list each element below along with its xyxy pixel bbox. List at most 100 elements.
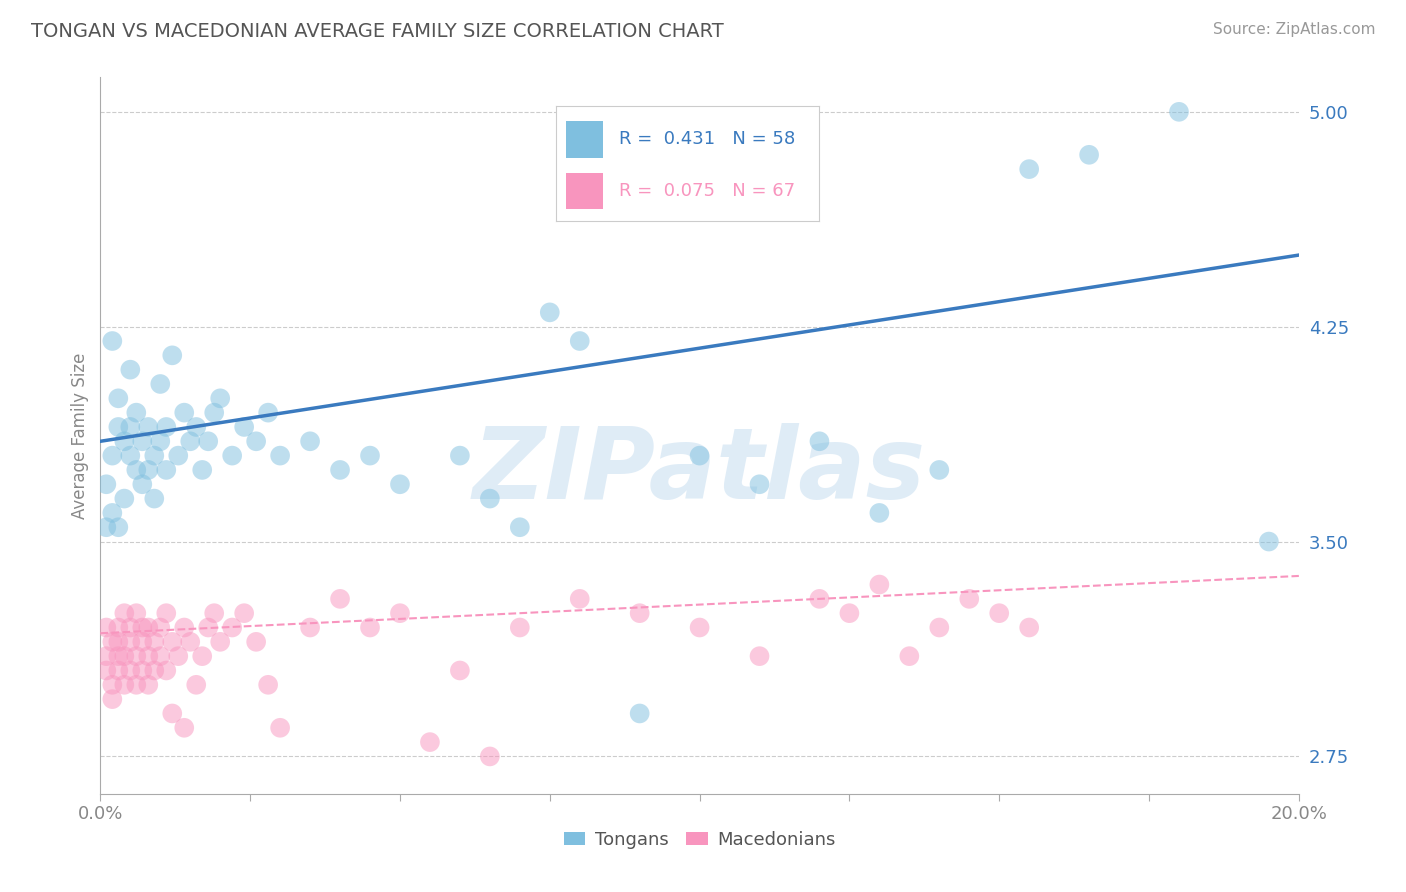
Point — [449, 664, 471, 678]
Point — [209, 635, 232, 649]
Point — [233, 420, 256, 434]
Point — [359, 449, 381, 463]
Point — [568, 591, 591, 606]
Point — [136, 620, 159, 634]
Point — [155, 664, 177, 678]
Point — [101, 506, 124, 520]
Point — [388, 606, 411, 620]
Point — [120, 635, 142, 649]
Point — [136, 678, 159, 692]
Point — [419, 735, 441, 749]
Point — [173, 620, 195, 634]
Point — [120, 449, 142, 463]
Point — [96, 520, 118, 534]
Point — [120, 620, 142, 634]
Point — [96, 664, 118, 678]
Point — [125, 678, 148, 692]
Point — [101, 449, 124, 463]
Point — [449, 449, 471, 463]
Point — [149, 376, 172, 391]
Point — [167, 449, 190, 463]
Point — [928, 463, 950, 477]
Point — [162, 348, 184, 362]
Point — [107, 620, 129, 634]
Text: TONGAN VS MACEDONIAN AVERAGE FAMILY SIZE CORRELATION CHART: TONGAN VS MACEDONIAN AVERAGE FAMILY SIZE… — [31, 22, 724, 41]
Point — [202, 406, 225, 420]
Point — [120, 362, 142, 376]
Point — [131, 434, 153, 449]
Point — [957, 591, 980, 606]
Point — [131, 620, 153, 634]
Point — [509, 620, 531, 634]
Point — [245, 635, 267, 649]
Point — [1168, 104, 1191, 119]
Point — [107, 392, 129, 406]
Point — [1078, 148, 1101, 162]
Point — [101, 678, 124, 692]
Point — [202, 606, 225, 620]
Point — [131, 635, 153, 649]
Point — [568, 334, 591, 348]
Point — [112, 649, 135, 664]
Point — [257, 406, 280, 420]
Point — [179, 635, 201, 649]
Point — [191, 463, 214, 477]
Point — [197, 434, 219, 449]
Point — [245, 434, 267, 449]
Point — [359, 620, 381, 634]
Point — [112, 606, 135, 620]
Point — [988, 606, 1011, 620]
Point — [131, 477, 153, 491]
Point — [1018, 162, 1040, 177]
Point — [191, 649, 214, 664]
Point — [478, 749, 501, 764]
Point — [928, 620, 950, 634]
Point — [628, 606, 651, 620]
Point — [143, 491, 166, 506]
Point — [478, 491, 501, 506]
Point — [125, 463, 148, 477]
Point — [155, 463, 177, 477]
Point — [868, 506, 890, 520]
Point — [155, 606, 177, 620]
Point — [125, 406, 148, 420]
Point — [107, 635, 129, 649]
Point — [808, 591, 831, 606]
Point — [136, 463, 159, 477]
Point — [329, 591, 352, 606]
Point — [167, 649, 190, 664]
Y-axis label: Average Family Size: Average Family Size — [72, 352, 89, 519]
Point — [233, 606, 256, 620]
Point — [748, 649, 770, 664]
Point — [149, 649, 172, 664]
Point — [868, 577, 890, 591]
Text: Source: ZipAtlas.com: Source: ZipAtlas.com — [1212, 22, 1375, 37]
Point — [1257, 534, 1279, 549]
Point — [299, 434, 322, 449]
Point — [808, 434, 831, 449]
Point — [136, 649, 159, 664]
Point — [173, 721, 195, 735]
Point — [107, 520, 129, 534]
Point — [112, 678, 135, 692]
Point — [838, 606, 860, 620]
Point — [162, 706, 184, 721]
Point — [136, 420, 159, 434]
Point — [101, 334, 124, 348]
Point — [120, 420, 142, 434]
Point — [162, 635, 184, 649]
Point — [120, 664, 142, 678]
Point — [299, 620, 322, 634]
Point — [179, 434, 201, 449]
Point — [107, 420, 129, 434]
Point — [112, 434, 135, 449]
Point — [149, 620, 172, 634]
Point — [748, 477, 770, 491]
Point — [112, 491, 135, 506]
Point — [1018, 620, 1040, 634]
Point — [131, 664, 153, 678]
Point — [269, 449, 291, 463]
Point — [96, 620, 118, 634]
Point — [101, 692, 124, 706]
Point — [209, 392, 232, 406]
